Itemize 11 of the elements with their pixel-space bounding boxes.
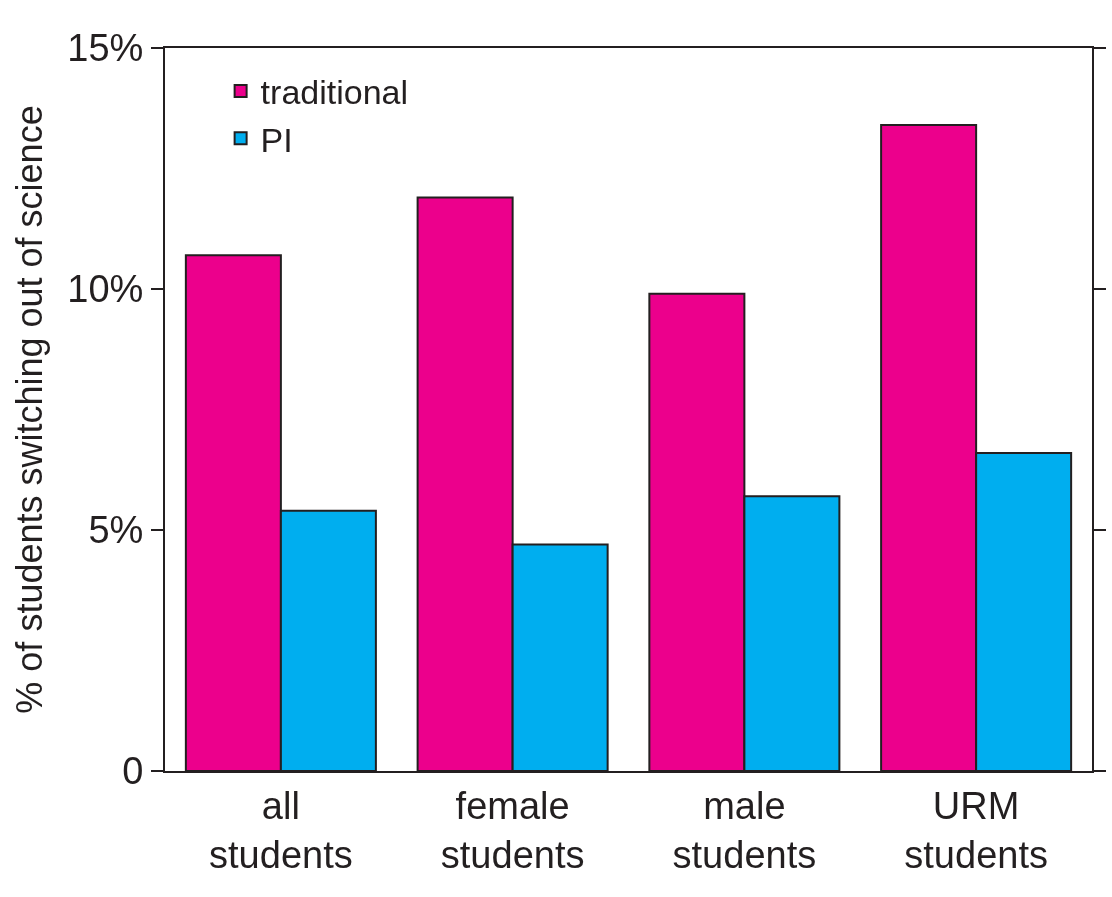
legend-label: traditional [260,73,409,112]
y-tick-label: 10% [67,268,144,311]
x-tick-label: female students [440,784,585,876]
x-tick-label: all students [209,784,353,876]
y-tick-label: 0 [122,750,144,793]
y-tick-label: 15% [67,27,144,70]
y-tick-label: 5% [88,509,144,552]
legend-label: PI [260,120,293,159]
y-axis-title: % of students switching out of science [8,105,50,714]
x-tick-label: URM students [904,784,1048,876]
x-tick-label: male students [672,784,817,876]
